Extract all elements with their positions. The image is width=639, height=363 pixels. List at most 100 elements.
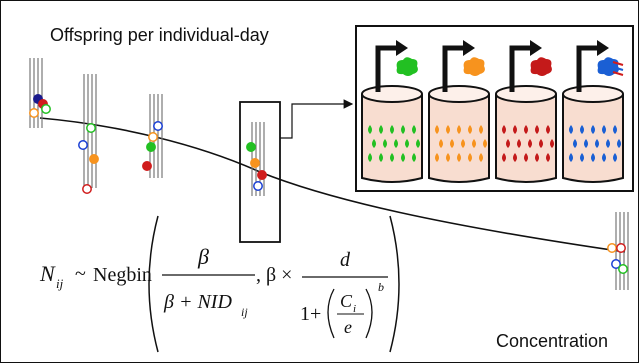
organism-icon: [591, 125, 595, 134]
formula-distribution: Negbin: [93, 264, 152, 286]
arrow-head-icon: [597, 40, 609, 56]
organism-icon: [602, 153, 606, 162]
organism-icon: [613, 153, 617, 162]
point-red: [616, 243, 626, 253]
organism-icon: [569, 125, 573, 134]
point-red: [257, 170, 267, 180]
organism-icon: [390, 153, 394, 162]
param1-denominator-subscript: ij: [241, 305, 248, 319]
organism-icon: [617, 139, 621, 148]
organism-icon: [405, 139, 409, 148]
red-beaker: [495, 40, 557, 183]
ratio-left-paren: [327, 288, 335, 339]
organism-icon: [435, 153, 439, 162]
ratio-right-paren: [365, 288, 373, 339]
point-orange: [89, 154, 99, 164]
stripe-icon: [612, 66, 624, 71]
organism-icon: [457, 153, 461, 162]
organism-icon: [506, 139, 510, 148]
transfer-pipe-icon: [442, 45, 465, 92]
organism-icon: [580, 125, 584, 134]
point-red: [142, 161, 152, 171]
stimulus-blob-icon: [463, 57, 485, 76]
organism-icon: [546, 125, 550, 134]
stimulus-blob-icon: [396, 57, 418, 76]
beaker-outline: [361, 94, 423, 183]
orange-beaker: [428, 40, 490, 183]
organism-icon: [573, 139, 577, 148]
param2-numerator: d: [340, 249, 351, 271]
organism-icon: [372, 139, 376, 148]
beaker-liquid: [496, 98, 556, 182]
arrow-head-icon: [463, 40, 475, 56]
ratio-exponent: b: [378, 280, 384, 294]
point-green: [86, 123, 96, 133]
beaker-row: [361, 40, 624, 183]
organism-icon: [502, 125, 506, 134]
organism-icon: [390, 125, 394, 134]
point-green: [146, 142, 156, 152]
organism-icon: [401, 153, 405, 162]
stimulus-blob-icon: [530, 57, 552, 76]
formula: N ij ~ Negbin β β + NID ij , β × d 1+ C …: [39, 215, 400, 353]
organism-icon: [524, 125, 528, 134]
organism-icon: [513, 153, 517, 162]
organism-icon: [446, 125, 450, 134]
beaker-outline: [562, 94, 624, 183]
point-orange: [607, 243, 617, 253]
organism-icon: [591, 153, 595, 162]
point-blue: [253, 181, 263, 191]
organism-icon: [613, 125, 617, 134]
transfer-pipe-icon: [509, 45, 532, 92]
organism-icon: [401, 125, 405, 134]
highlight-box: [239, 101, 281, 243]
connector-arrow: [280, 99, 354, 139]
organism-icon: [368, 125, 372, 134]
organism-icon: [472, 139, 476, 148]
organism-icon: [368, 153, 372, 162]
organism-icon: [606, 139, 610, 148]
organism-icon: [461, 139, 465, 148]
organism-icon: [412, 125, 416, 134]
organism-icon: [535, 153, 539, 162]
organism-icon: [539, 139, 543, 148]
organism-icon: [379, 125, 383, 134]
organism-icon: [450, 139, 454, 148]
organism-icon: [535, 125, 539, 134]
blue-beaker: [562, 40, 624, 183]
point-orange: [148, 132, 158, 142]
organism-icon: [580, 153, 584, 162]
transfer-pipe-icon: [375, 45, 398, 92]
organism-icon: [435, 125, 439, 134]
organism-icon: [513, 125, 517, 134]
beaker-liquid: [563, 98, 623, 182]
beaker-rim: [361, 85, 423, 103]
formula-left-paren: [148, 215, 159, 353]
beaker-rim: [428, 85, 490, 103]
organism-icon: [584, 139, 588, 148]
point-red: [82, 184, 92, 194]
point-blue: [611, 259, 621, 269]
organism-icon: [502, 153, 506, 162]
offspring-points: [29, 94, 628, 274]
transfer-pipe-icon: [576, 45, 599, 92]
organism-icon: [528, 139, 532, 148]
formula-right-paren: [389, 215, 400, 353]
point-green: [246, 142, 256, 152]
formula-lhs: N: [39, 261, 56, 286]
organism-icon: [446, 153, 450, 162]
point-blue: [78, 140, 88, 150]
param1-numerator: β: [197, 244, 209, 269]
point-blue: [153, 121, 163, 131]
point-green: [618, 264, 628, 274]
organism-icon: [483, 139, 487, 148]
x-axis-label: Concentration: [496, 331, 609, 351]
ratio-numerator-subscript: i: [353, 303, 356, 315]
ratio-numerator: C: [340, 291, 353, 311]
param2-denominator-prefix: 1+: [300, 303, 321, 325]
point-green: [41, 104, 51, 114]
stripe-icon: [612, 71, 624, 76]
beaker-outline: [495, 94, 557, 183]
organism-icon: [569, 153, 573, 162]
